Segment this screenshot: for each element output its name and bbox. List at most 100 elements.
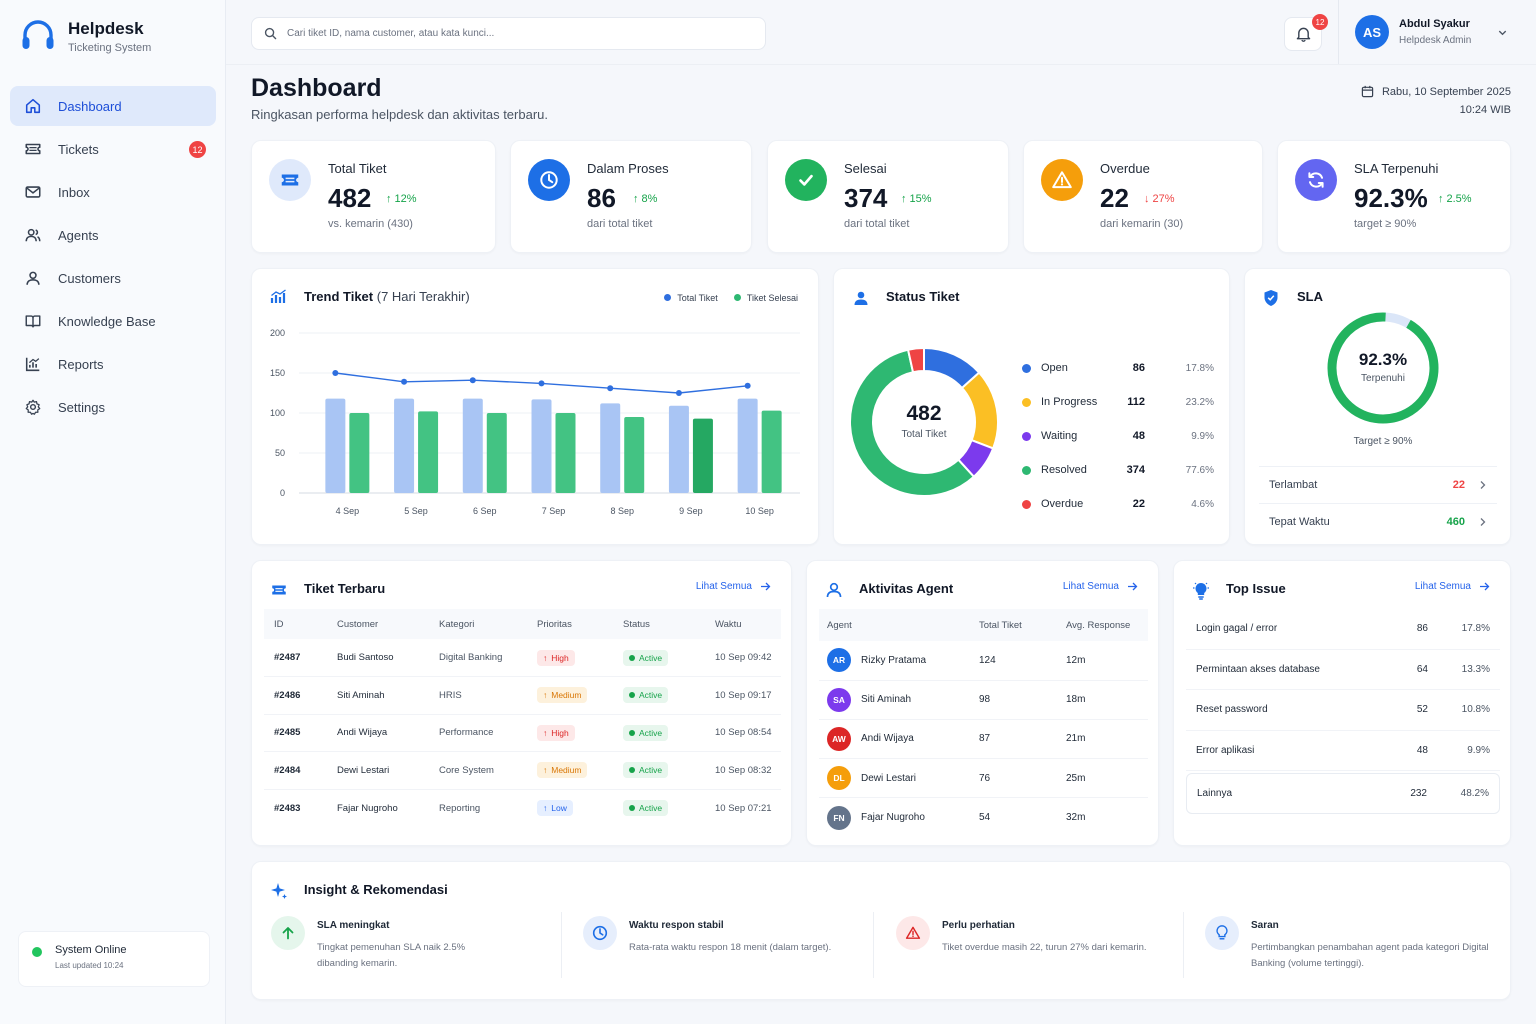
- ticket-priority: ↑ Medium: [527, 751, 613, 790]
- stat-note: dari total tiket: [844, 218, 910, 230]
- view-all-issues-link[interactable]: Lihat Semua: [1415, 581, 1490, 592]
- stat-delta-value: 2.5%: [1446, 193, 1472, 205]
- issue-count: 48: [1416, 744, 1428, 756]
- status-label: Active: [639, 765, 663, 776]
- stat-value: 86: [587, 183, 616, 213]
- sidebar-item-agents[interactable]: Agents: [10, 215, 216, 255]
- sla-row-tepat-waktu[interactable]: Tepat Waktu 460: [1259, 503, 1497, 540]
- arrow-up-icon: ↑: [633, 193, 639, 205]
- sidebar-item-label: Inbox: [58, 184, 90, 200]
- sidebar-item-settings[interactable]: Settings: [10, 387, 216, 427]
- sidebar-item-inbox[interactable]: Inbox: [10, 172, 216, 212]
- header-divider: [226, 64, 1536, 65]
- brand[interactable]: Helpdesk Ticketing System: [20, 18, 151, 54]
- status-label: Active: [639, 727, 663, 738]
- sidebar-item-tickets[interactable]: Tickets 12: [10, 129, 216, 169]
- sidebar-item-knowledge-base[interactable]: Knowledge Base: [10, 301, 216, 341]
- status-pct: 23.2%: [1185, 396, 1214, 408]
- status-row-waiting[interactable]: Waiting 48 9.9%: [1022, 419, 1214, 453]
- stat-value: 374: [844, 183, 888, 213]
- headset-icon: [22, 20, 54, 49]
- insight-item-title: Saran: [1251, 920, 1279, 931]
- arrow-right-icon: [1128, 582, 1138, 591]
- sidebar-item-dashboard[interactable]: Dashboard: [10, 86, 216, 126]
- arrow-up-icon: ↑: [543, 690, 548, 701]
- view-all-tickets-link[interactable]: Lihat Semua: [696, 581, 771, 592]
- stat-delta-value: 15%: [909, 193, 932, 205]
- ticket-icon: [25, 143, 41, 155]
- sla-row-terlambat[interactable]: Terlambat 22: [1259, 466, 1497, 503]
- list-item[interactable]: Reset password 52 10.8%: [1186, 690, 1500, 731]
- arrow-down-icon: ↓: [1144, 193, 1150, 205]
- line-point: [538, 380, 545, 387]
- stat-value: 22: [1100, 183, 1129, 213]
- agent-table: Agent Total Tiket Avg. Response AR Rizky …: [819, 609, 1148, 837]
- status-name: In Progress: [1041, 396, 1098, 408]
- sidebar-item-customers[interactable]: Customers: [10, 258, 216, 298]
- status-name: Resolved: [1041, 464, 1087, 476]
- ticket-status: Active: [613, 676, 705, 715]
- status-label: Active: [639, 803, 663, 813]
- ticket-id: #2487: [264, 639, 327, 677]
- agent-name: Rizky Pratama: [861, 654, 927, 666]
- table-row[interactable]: DL Dewi Lestari 76 25m: [819, 758, 1148, 799]
- search-input[interactable]: [287, 28, 727, 39]
- line-point: [469, 377, 476, 384]
- legend-item-done[interactable]: Tiket Selesai: [733, 293, 798, 303]
- status-row-in-progress[interactable]: In Progress 112 23.2%: [1022, 385, 1214, 419]
- agent-avg-response: 12m: [1058, 641, 1148, 681]
- sla-center: 92.3% Terpenuhi: [1325, 350, 1441, 384]
- table-row[interactable]: AR Rizky Pratama 124 12m: [819, 641, 1148, 681]
- status-row-resolved[interactable]: Resolved 374 77.6%: [1022, 453, 1214, 487]
- agent-total: 124: [971, 641, 1058, 681]
- table-row[interactable]: #2486 Siti Aminah HRIS ↑ Medium Active 10…: [264, 676, 781, 715]
- ticket-id: #2484: [264, 751, 327, 790]
- stat-card-overdue[interactable]: Overdue 22 ↓ 27% dari kemarin (30): [1023, 140, 1263, 253]
- table-row[interactable]: #2485 Andi Wijaya Performance ↑ High Acti…: [264, 714, 781, 752]
- stat-label: Dalam Proses: [587, 161, 669, 176]
- search-bar[interactable]: [251, 17, 766, 50]
- ticket-time: 10 Sep 07:21: [715, 802, 772, 814]
- stat-label: Total Tiket: [328, 161, 387, 176]
- sidebar-item-label: Agents: [58, 227, 99, 243]
- stat-card-sla-terpenuhi[interactable]: SLA Terpenuhi 92.3% ↑ 2.5% target ≥ 90%: [1277, 140, 1511, 253]
- table-row[interactable]: #2484 Dewi Lestari Core System ↑ Medium A…: [264, 751, 781, 790]
- stat-label: Overdue: [1100, 161, 1150, 176]
- insight-item-text: Tiket overdue masih 22, turun 27% dari k…: [942, 942, 1147, 953]
- stat-card-dalam-proses[interactable]: Dalam Proses 86 ↑ 8% dari total tiket: [510, 140, 752, 253]
- table-row[interactable]: SA Siti Aminah 98 18m: [819, 680, 1148, 720]
- priority-label: High: [551, 727, 569, 738]
- stat-delta-value: 12%: [394, 193, 417, 205]
- table-row[interactable]: #2487 Budi Santoso Digital Banking ↑ High…: [264, 639, 781, 677]
- ticket-category: Core System: [429, 751, 527, 790]
- list-item[interactable]: Error aplikasi 48 9.9%: [1186, 731, 1500, 771]
- view-all-agents-link[interactable]: Lihat Semua: [1063, 581, 1138, 592]
- legend-item-total[interactable]: Total Tiket: [664, 293, 718, 303]
- system-status-title: System Online: [55, 944, 127, 956]
- stat-card-selesai[interactable]: Selesai 374 ↑ 15% dari total tiket: [767, 140, 1009, 253]
- insight-divider: [873, 912, 874, 978]
- table-row[interactable]: AW Andi Wijaya 87 21m: [819, 719, 1148, 760]
- stat-card-total-tiket[interactable]: Total Tiket 482 ↑ 12% vs. kemarin (430): [251, 140, 496, 253]
- sidebar-item-reports[interactable]: Reports: [10, 344, 216, 384]
- status-row-overdue[interactable]: Overdue 22 4.6%: [1022, 487, 1214, 521]
- date-display: Rabu, 10 September 2025 10:24 WIB: [1361, 85, 1511, 116]
- chevron-right-icon: [1480, 481, 1486, 489]
- y-tick-label: 0: [280, 488, 285, 498]
- list-item[interactable]: Lainnya 232 48.2%: [1186, 773, 1500, 814]
- chevron-down-icon[interactable]: [1497, 27, 1508, 38]
- priority-badge: ↑ Medium: [537, 687, 588, 704]
- col-header: Customer: [327, 609, 429, 639]
- insight-item-title: Perlu perhatian: [942, 920, 1015, 931]
- arrow-up-icon: ↑: [901, 193, 907, 205]
- ticket-priority: ↑ Low: [527, 789, 613, 827]
- list-item[interactable]: Permintaan akses database 64 13.3%: [1186, 650, 1500, 690]
- priority-badge: ↑ Medium: [537, 762, 588, 779]
- table-row[interactable]: FN Fajar Nugroho 54 32m: [819, 798, 1148, 837]
- table-row[interactable]: #2483 Fajar Nugroho Reporting ↑ Low Activ…: [264, 789, 781, 827]
- status-row-open[interactable]: Open 86 17.8%: [1022, 351, 1214, 385]
- stat-value: 482: [328, 183, 372, 213]
- insight-title: Insight & Rekomendasi: [304, 882, 448, 897]
- user-menu[interactable]: AS Abdul Syakur Helpdesk Admin: [1355, 15, 1471, 49]
- list-item[interactable]: Login gagal / error 86 17.8%: [1186, 609, 1500, 650]
